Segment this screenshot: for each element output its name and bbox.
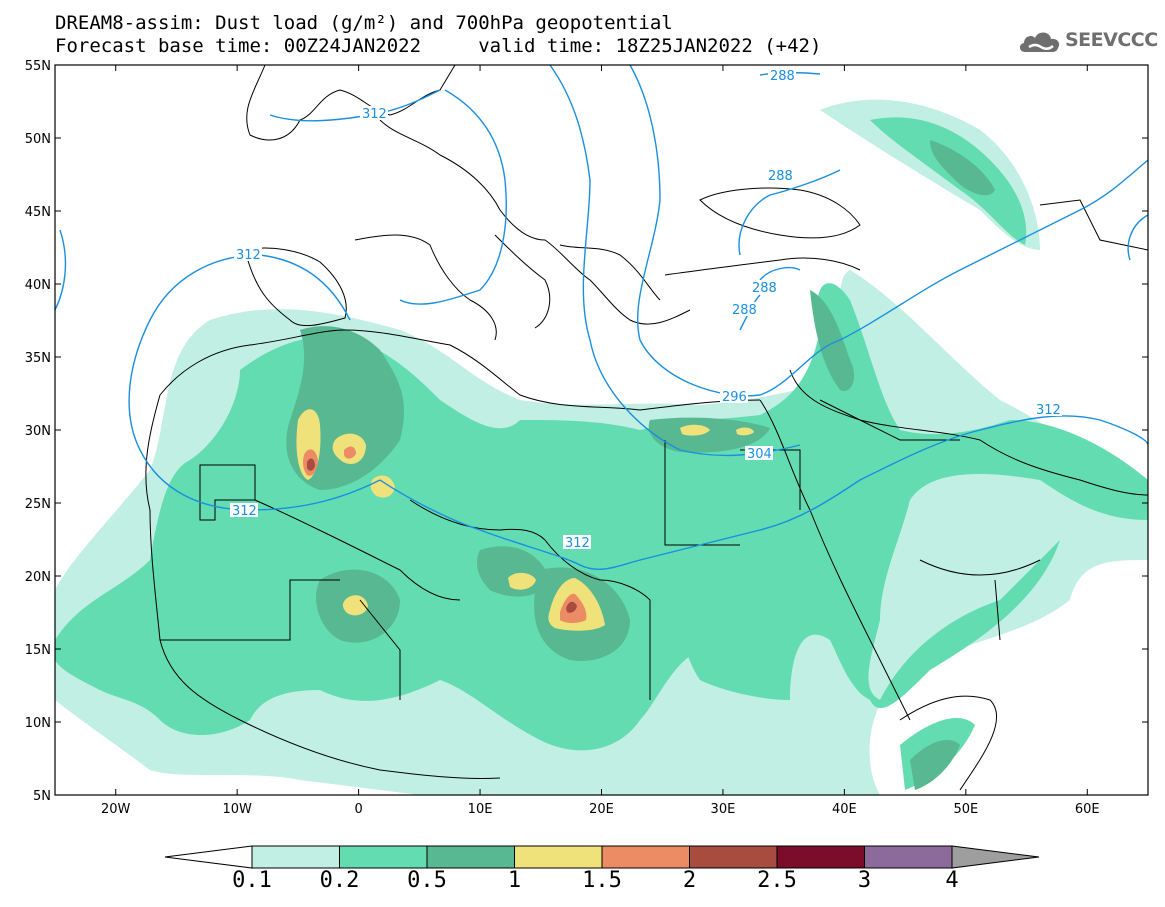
lat-tick-label: 30N xyxy=(25,424,51,439)
colorbar-swatch xyxy=(251,845,340,869)
contour-label: 304 xyxy=(747,447,772,462)
lat-tick-label: 35N xyxy=(25,351,51,366)
colorbar-low-arrow xyxy=(164,845,253,869)
contour-label: 296 xyxy=(722,390,747,405)
colorbar-swatch xyxy=(514,845,603,869)
colorbar-swatch xyxy=(426,845,515,869)
forecast-time-line: Forecast base time: 00Z24JAN2022 valid t… xyxy=(55,35,822,57)
geopotential-contours xyxy=(55,65,1148,570)
colorbar-label: 0.2 xyxy=(320,868,360,893)
contour-label: 312 xyxy=(232,504,257,519)
contour-label: 288 xyxy=(770,69,795,84)
lat-tick-label: 45N xyxy=(25,205,51,220)
contour-label: 312 xyxy=(362,107,387,122)
colorbar-swatch xyxy=(864,845,953,869)
colorbar: 0.1 0.2 0.5 1 1.5 2 2.5 3 4 xyxy=(164,845,1040,893)
seevccc-logo: SEEVCCC xyxy=(1017,26,1158,56)
lat-tick-label: 40N xyxy=(25,278,51,293)
contour-labels: 288 312 288 312 288 288 296 312 304 312 … xyxy=(230,68,1062,551)
lon-tick-label: 40E xyxy=(832,802,857,817)
lat-tick-label: 55N xyxy=(25,59,51,74)
colorbar-label: 2 xyxy=(683,868,696,893)
colorbar-swatch xyxy=(689,845,778,869)
lon-tick-label: 0 xyxy=(354,802,362,817)
colorbar-label: 0.5 xyxy=(407,868,447,893)
lon-tick-label: 50E xyxy=(953,802,978,817)
contour-label: 312 xyxy=(236,248,261,263)
colorbar-label: 4 xyxy=(945,868,958,893)
contour-label: 288 xyxy=(752,281,777,296)
lon-tick-label: 60E xyxy=(1075,802,1100,817)
latitude-ticks: 55N 50N 45N 40N 35N 30N 25N 20N 15N 10N 5N xyxy=(25,59,1148,804)
lon-tick-label: 20E xyxy=(589,802,614,817)
colorbar-high-arrow xyxy=(951,845,1040,869)
longitude-ticks: 20W 10W 0 10E 20E 30E 40E 50E 60E xyxy=(101,65,1100,817)
lon-tick-label: 10W xyxy=(222,802,252,817)
colorbar-label: 2.5 xyxy=(757,868,797,893)
colorbar-label: 1 xyxy=(508,868,521,893)
contour-label: 312 xyxy=(1036,403,1061,418)
lat-tick-label: 20N xyxy=(25,570,51,585)
dust-load-shading xyxy=(55,65,1148,795)
lat-tick-label: 50N xyxy=(25,132,51,147)
contour-label: 288 xyxy=(732,303,757,318)
lat-tick-label: 25N xyxy=(25,497,51,512)
cloud-logo-icon xyxy=(1019,32,1060,52)
lat-tick-label: 5N xyxy=(33,789,51,804)
colorbar-swatch xyxy=(601,845,690,869)
lat-tick-label: 15N xyxy=(25,643,51,658)
lon-tick-label: 30E xyxy=(711,802,736,817)
coastlines-and-borders xyxy=(145,65,1148,791)
colorbar-label: 1.5 xyxy=(582,868,622,893)
map-title: DREAM8-assim: Dust load (g/m²) and 700hP… xyxy=(55,12,673,34)
contour-label: 288 xyxy=(768,169,793,184)
lat-tick-label: 10N xyxy=(25,716,51,731)
colorbar-label: 0.1 xyxy=(232,868,272,893)
lon-tick-label: 10E xyxy=(468,802,493,817)
colorbar-label: 3 xyxy=(858,868,871,893)
logo-text: SEEVCCC xyxy=(1065,29,1158,51)
contour-label: 312 xyxy=(565,536,590,551)
lon-tick-label: 20W xyxy=(101,802,131,817)
colorbar-swatch xyxy=(776,845,865,869)
colorbar-swatch xyxy=(339,845,428,869)
